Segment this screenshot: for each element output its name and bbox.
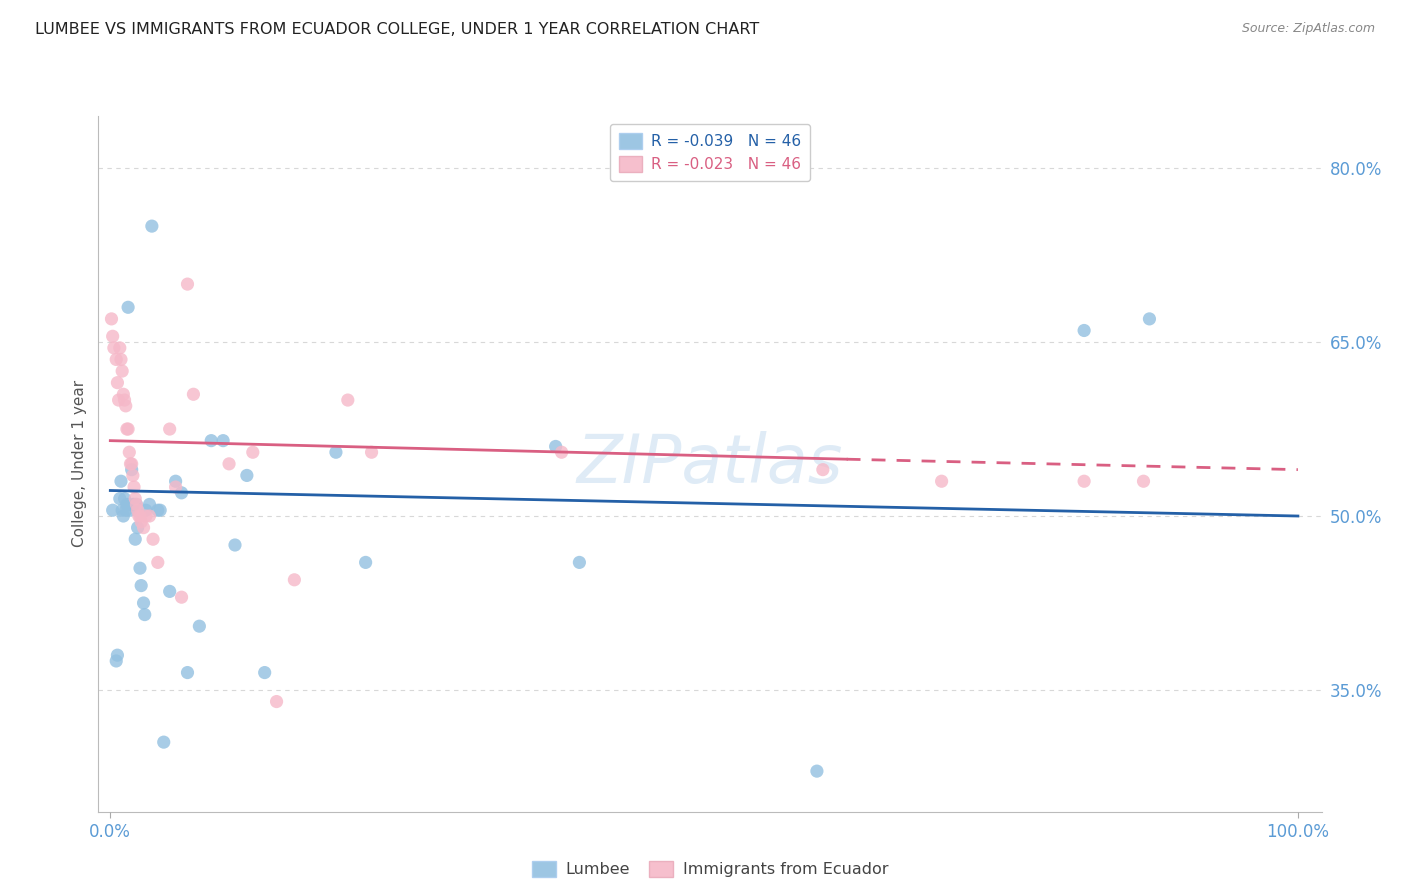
Point (129, 508, 152, 523)
Point (108, 491, 131, 506)
Point (146, 555, 169, 569)
Point (1073, 474, 1095, 488)
Point (125, 497, 148, 511)
Point (176, 665, 198, 680)
Point (122, 497, 145, 511)
Point (124, 532, 146, 546)
Point (115, 497, 138, 511)
Point (105, 352, 128, 367)
Point (138, 497, 160, 511)
Point (111, 364, 134, 378)
Point (129, 515, 152, 529)
Point (110, 474, 132, 488)
Legend: Lumbee, Immigrants from Ecuador: Lumbee, Immigrants from Ecuador (526, 855, 894, 884)
Point (336, 392, 359, 407)
Point (1139, 311, 1161, 326)
Point (112, 387, 135, 401)
Point (128, 508, 150, 523)
Point (120, 457, 142, 471)
Point (117, 300, 139, 314)
Point (253, 665, 276, 680)
Point (360, 445, 382, 459)
Point (931, 474, 953, 488)
Point (200, 434, 222, 448)
Point (121, 457, 143, 471)
Point (105, 654, 128, 668)
Point (107, 648, 129, 662)
Point (127, 503, 149, 517)
Point (170, 485, 193, 500)
Point (120, 503, 142, 517)
Point (152, 735, 174, 749)
Y-axis label: College, Under 1 year: College, Under 1 year (72, 380, 87, 548)
Point (544, 439, 567, 453)
Point (103, 341, 125, 355)
Point (159, 584, 181, 599)
Point (114, 392, 136, 407)
Point (176, 277, 198, 291)
Point (134, 607, 156, 622)
Point (354, 555, 377, 569)
Point (112, 508, 135, 523)
Point (811, 462, 834, 476)
Point (146, 503, 169, 517)
Point (121, 468, 143, 483)
Point (115, 422, 138, 436)
Point (114, 491, 136, 506)
Point (550, 445, 572, 459)
Point (114, 503, 136, 517)
Point (224, 538, 246, 552)
Point (135, 508, 157, 523)
Point (138, 508, 160, 523)
Point (122, 480, 145, 494)
Point (108, 341, 131, 355)
Point (100, 311, 122, 326)
Point (1073, 323, 1095, 337)
Point (114, 399, 136, 413)
Point (110, 352, 132, 367)
Point (242, 445, 264, 459)
Point (118, 445, 141, 459)
Point (111, 503, 134, 517)
Point (127, 520, 149, 534)
Point (117, 422, 139, 436)
Point (132, 596, 155, 610)
Text: Source: ZipAtlas.com: Source: ZipAtlas.com (1241, 22, 1375, 36)
Point (266, 694, 288, 708)
Point (129, 561, 152, 575)
Point (121, 497, 143, 511)
Point (806, 764, 828, 778)
Point (568, 555, 591, 569)
Point (142, 532, 165, 546)
Point (170, 591, 193, 605)
Point (165, 474, 187, 488)
Point (101, 329, 124, 343)
Point (149, 503, 172, 517)
Point (283, 573, 305, 587)
Point (165, 480, 187, 494)
Point (124, 491, 146, 506)
Point (183, 387, 205, 401)
Point (107, 392, 129, 407)
Point (159, 422, 181, 436)
Point (236, 468, 259, 483)
Point (118, 497, 141, 511)
Point (129, 578, 152, 592)
Point (135, 503, 157, 517)
Text: LUMBEE VS IMMIGRANTS FROM ECUADOR COLLEGE, UNDER 1 YEAR CORRELATION CHART: LUMBEE VS IMMIGRANTS FROM ECUADOR COLLEG… (35, 22, 759, 37)
Point (141, 219, 163, 233)
Point (132, 520, 155, 534)
Point (101, 503, 124, 517)
Text: ZIPatlas: ZIPatlas (576, 431, 844, 497)
Point (125, 497, 148, 511)
Point (218, 457, 240, 471)
Point (325, 445, 347, 459)
Point (1132, 474, 1154, 488)
Point (121, 462, 143, 476)
Point (107, 376, 129, 390)
Point (212, 434, 235, 448)
Point (188, 619, 211, 633)
